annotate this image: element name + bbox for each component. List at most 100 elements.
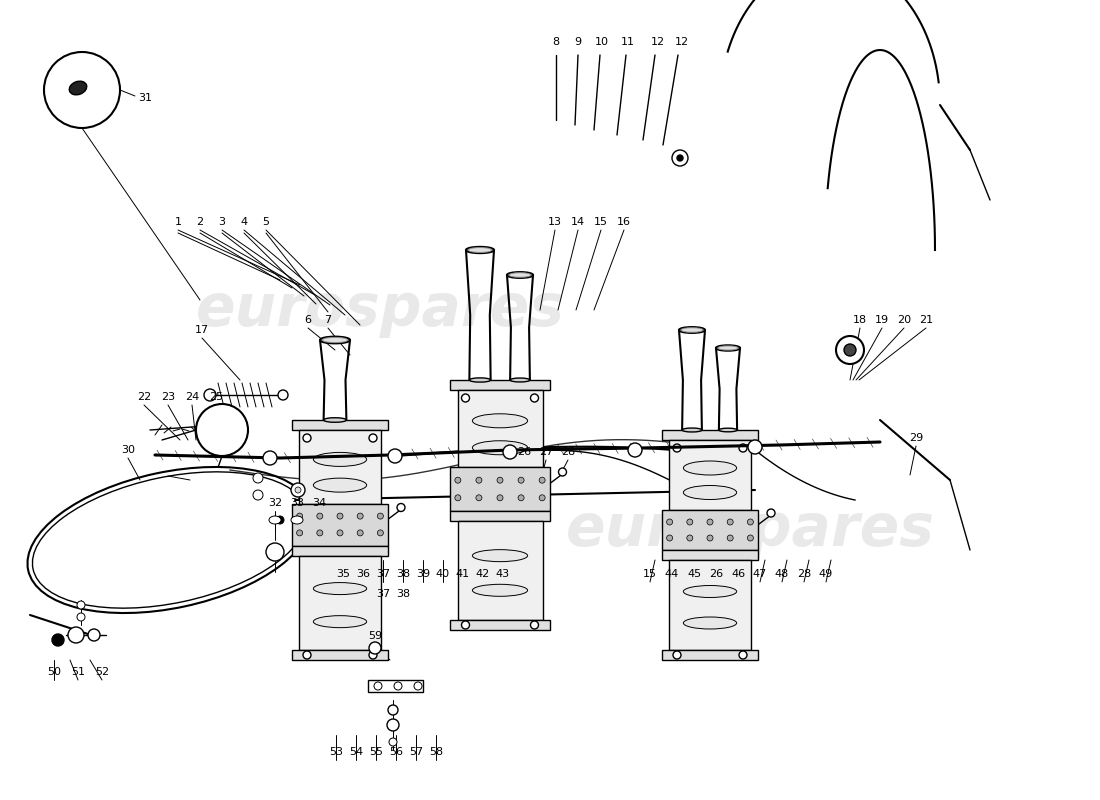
Circle shape (518, 477, 524, 483)
Ellipse shape (322, 338, 348, 342)
Bar (458, 521, 542, 620)
Bar (299, 555, 381, 650)
Ellipse shape (682, 428, 702, 432)
Circle shape (673, 651, 681, 659)
Circle shape (455, 477, 461, 483)
Bar (669, 440, 751, 510)
Bar (450, 511, 550, 521)
Circle shape (377, 513, 384, 519)
Circle shape (358, 513, 363, 519)
Ellipse shape (314, 452, 366, 466)
Text: 39: 39 (416, 569, 430, 579)
Circle shape (747, 519, 754, 525)
Text: 15: 15 (594, 217, 608, 227)
Ellipse shape (472, 584, 528, 596)
Circle shape (388, 449, 401, 463)
Circle shape (497, 494, 503, 501)
Text: 15: 15 (644, 569, 657, 579)
Ellipse shape (314, 616, 366, 628)
Bar (450, 467, 550, 511)
Circle shape (628, 443, 642, 457)
Text: 32: 32 (268, 498, 282, 508)
Bar (368, 680, 424, 692)
Ellipse shape (716, 346, 740, 350)
Circle shape (253, 473, 263, 483)
Circle shape (539, 494, 546, 501)
Circle shape (302, 434, 311, 442)
Circle shape (673, 444, 681, 452)
Circle shape (263, 451, 277, 465)
Text: 2: 2 (197, 217, 204, 227)
Bar (292, 503, 388, 546)
Text: 57: 57 (409, 747, 424, 757)
Text: 6: 6 (305, 315, 311, 325)
Circle shape (292, 483, 305, 497)
Text: 33: 33 (290, 498, 304, 508)
Circle shape (337, 530, 343, 536)
Circle shape (747, 535, 754, 541)
Circle shape (337, 513, 343, 519)
Circle shape (476, 477, 482, 483)
Ellipse shape (679, 327, 705, 333)
Circle shape (204, 389, 216, 401)
Text: 37: 37 (376, 589, 390, 599)
Circle shape (394, 682, 402, 690)
Circle shape (530, 394, 539, 402)
Text: 55: 55 (368, 747, 383, 757)
Text: 45: 45 (686, 569, 701, 579)
Ellipse shape (466, 247, 494, 253)
Text: 1: 1 (175, 217, 182, 227)
Ellipse shape (681, 328, 703, 332)
Text: 25: 25 (209, 392, 223, 402)
Text: 12: 12 (651, 37, 666, 47)
Circle shape (68, 627, 84, 643)
Ellipse shape (270, 516, 280, 524)
Text: 59: 59 (367, 631, 382, 641)
Circle shape (518, 494, 524, 501)
Circle shape (368, 434, 377, 442)
Circle shape (276, 516, 284, 524)
Ellipse shape (472, 441, 528, 454)
Circle shape (374, 682, 382, 690)
Circle shape (686, 519, 693, 525)
Text: 51: 51 (72, 667, 85, 677)
Text: 44: 44 (664, 569, 679, 579)
Text: 34: 34 (312, 498, 326, 508)
Ellipse shape (292, 516, 302, 524)
Text: 12: 12 (675, 37, 689, 47)
Text: 22: 22 (136, 392, 151, 402)
Ellipse shape (470, 378, 491, 382)
Bar (661, 430, 758, 440)
Bar (661, 550, 758, 560)
Circle shape (707, 535, 713, 541)
Bar (299, 430, 381, 503)
Text: 46: 46 (730, 569, 745, 579)
Text: 37: 37 (376, 569, 390, 579)
Circle shape (462, 394, 470, 402)
Text: 7: 7 (324, 315, 331, 325)
Circle shape (559, 468, 566, 476)
Ellipse shape (683, 461, 737, 475)
Text: 35: 35 (336, 569, 350, 579)
Text: 49: 49 (818, 569, 833, 579)
Bar (669, 560, 751, 650)
Text: 56: 56 (389, 747, 403, 757)
Circle shape (462, 621, 470, 629)
Circle shape (686, 535, 693, 541)
Ellipse shape (69, 81, 87, 95)
Circle shape (455, 494, 461, 501)
Text: 27: 27 (539, 447, 553, 457)
Text: 38: 38 (396, 589, 410, 599)
Circle shape (278, 390, 288, 400)
Ellipse shape (683, 486, 737, 499)
Text: 23: 23 (161, 392, 175, 402)
Circle shape (302, 651, 311, 659)
Circle shape (196, 404, 248, 456)
Ellipse shape (472, 550, 528, 562)
Ellipse shape (32, 472, 308, 608)
Circle shape (253, 490, 263, 500)
Ellipse shape (509, 273, 531, 278)
Text: 21: 21 (918, 315, 933, 325)
Circle shape (497, 477, 503, 483)
Circle shape (667, 535, 672, 541)
